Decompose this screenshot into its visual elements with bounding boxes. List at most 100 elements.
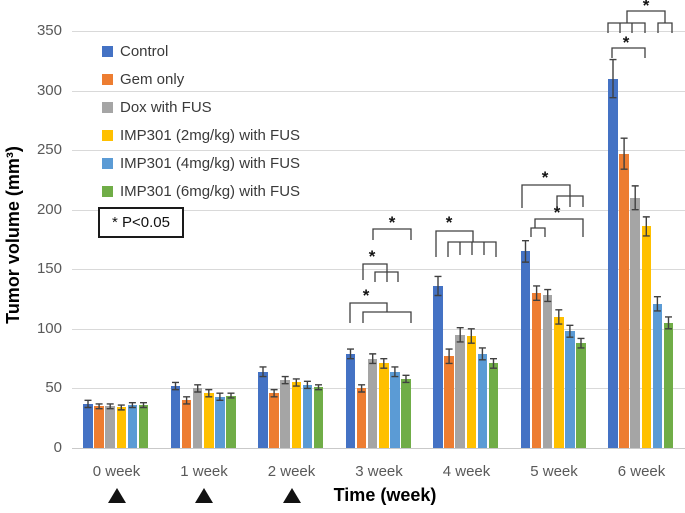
bar-imp301-4mg-kg-with-fus-week5: [565, 331, 575, 448]
bar-dox-with-fus-week4: [455, 334, 465, 448]
bar-imp301-2mg-kg-with-fus-week0: [116, 407, 127, 448]
bar-imp301-4mg-kg-with-fus-week2: [302, 384, 313, 448]
bar-imp301-2mg-kg-with-fus-week3: [379, 363, 389, 448]
bar-gem-only-week2: [269, 393, 279, 448]
significance-star: *: [554, 203, 561, 222]
treatment-triangle-marker: [282, 488, 301, 503]
x-tick-label: 6 week: [617, 463, 666, 480]
y-tick-label: 150: [36, 260, 62, 278]
y-tick-label: 0: [53, 439, 62, 456]
legend-label: IMP301 (2mg/kg) with FUS: [120, 126, 301, 144]
bar-control-week2: [258, 371, 268, 448]
y-tick-label: 250: [36, 141, 62, 159]
bar-imp301-4mg-kg-with-fus-week6: [652, 303, 663, 448]
bar-imp301-6mg-kg-with-fus-week1: [226, 395, 236, 448]
significance-bracket: [435, 230, 497, 257]
bar-gem-only-week5: [531, 293, 542, 448]
x-tick-label: 0 week: [92, 463, 141, 480]
legend: Control Gem only Dox with FUS IMP301 (2mg/k…: [102, 37, 300, 205]
legend-swatch: [102, 185, 113, 197]
bar-imp301-4mg-kg-with-fus-week0: [127, 405, 138, 448]
legend-item: Dox with FUS: [102, 93, 300, 121]
significance-bracket: [362, 263, 399, 282]
significance-bracket: [611, 47, 646, 58]
legend-item: IMP301 (2mg/kg) with FUS: [102, 121, 300, 149]
significance-star: *: [389, 213, 396, 232]
bar-dox-with-fus-week2: [280, 380, 290, 448]
legend-swatch: [102, 101, 113, 113]
x-tick-label: 2 week: [267, 463, 316, 480]
significance-star: *: [643, 0, 650, 15]
x-tick-label: 4 week: [442, 463, 491, 480]
bar-imp301-6mg-kg-with-fus-week3: [401, 378, 411, 448]
bar-imp301-6mg-kg-with-fus-week5: [576, 343, 586, 448]
legend-label: Control: [120, 42, 169, 60]
significance-bracket: [607, 10, 673, 33]
bar-imp301-4mg-kg-with-fus-week1: [215, 396, 225, 448]
bar-gem-only-week1: [181, 400, 192, 448]
bar-control-week5: [520, 251, 531, 448]
bar-imp301-6mg-kg-with-fus-week0: [138, 405, 149, 448]
significance-star: *: [542, 168, 549, 187]
y-tick-label: 300: [36, 81, 62, 99]
legend-swatch: [102, 157, 113, 169]
bar-imp301-2mg-kg-with-fus-week4: [466, 336, 477, 448]
bar-imp301-6mg-kg-with-fus-week2: [313, 387, 324, 448]
bar-dox-with-fus-week3: [367, 358, 378, 448]
bar-dox-with-fus-week1: [192, 388, 203, 448]
y-axis-title: Tumor volume (mm³): [3, 146, 23, 324]
bar-imp301-4mg-kg-with-fus-week3: [390, 371, 400, 448]
significance-star: *: [363, 286, 370, 305]
legend-item: Control: [102, 37, 300, 65]
bar-dox-with-fus-week5: [542, 295, 553, 448]
bar-gem-only-week4: [444, 356, 454, 448]
significance-bracket: [372, 228, 412, 240]
y-tick-label: 200: [36, 200, 62, 218]
bar-dox-with-fus-week0: [105, 406, 115, 448]
x-axis-line: [72, 448, 685, 449]
bar-imp301-2mg-kg-with-fus-week1: [204, 393, 214, 448]
legend-swatch: [102, 129, 113, 141]
legend-item: Gem only: [102, 65, 300, 93]
x-tick-label: 1 week: [180, 463, 228, 480]
treatment-triangle-marker: [195, 488, 213, 503]
bar-control-week3: [345, 353, 356, 448]
x-tick-label: 3 week: [355, 463, 403, 480]
treatment-triangle-marker: [107, 488, 126, 503]
significance-star: *: [446, 213, 453, 232]
significance-bracket: [530, 218, 584, 237]
legend-swatch: [102, 45, 113, 57]
bar-imp301-2mg-kg-with-fus-week5: [554, 316, 564, 448]
legend-label: Dox with FUS: [120, 98, 212, 116]
bar-control-week4: [433, 285, 443, 448]
legend-label: Gem only: [120, 70, 185, 88]
legend-swatch: [102, 73, 113, 85]
bar-imp301-2mg-kg-with-fus-week2: [291, 382, 302, 448]
bar-gem-only-week0: [94, 406, 104, 448]
gridline: [72, 328, 685, 330]
pvalue-note-box: * P<0.05: [98, 207, 184, 238]
y-tick-label: 350: [36, 22, 62, 39]
x-axis-title: Time (week): [333, 485, 437, 505]
significance-star: *: [369, 247, 376, 266]
legend-label: IMP301 (6mg/kg) with FUS: [120, 182, 301, 200]
bar-gem-only-week6: [619, 153, 629, 448]
x-tick-label: 5 week: [530, 463, 578, 480]
significance-bracket: [349, 302, 412, 323]
gridline: [72, 31, 685, 32]
legend-label: IMP301 (4mg/kg) with FUS: [120, 154, 301, 172]
gridline: [72, 269, 685, 271]
bar-imp301-4mg-kg-with-fus-week4: [477, 353, 488, 448]
significance-star: *: [623, 33, 630, 52]
bar-control-week1: [170, 386, 181, 448]
legend-item: IMP301 (6mg/kg) with FUS: [102, 177, 300, 205]
pvalue-note-text: * P<0.05: [112, 214, 170, 231]
bar-gem-only-week3: [356, 388, 367, 448]
bar-control-week6: [608, 78, 618, 448]
bar-imp301-6mg-kg-with-fus-week4: [488, 363, 499, 448]
bar-imp301-2mg-kg-with-fus-week6: [641, 226, 652, 448]
significance-bracket: [521, 184, 584, 208]
y-tick-label: 50: [45, 379, 62, 397]
bar-dox-with-fus-week6: [630, 197, 640, 448]
